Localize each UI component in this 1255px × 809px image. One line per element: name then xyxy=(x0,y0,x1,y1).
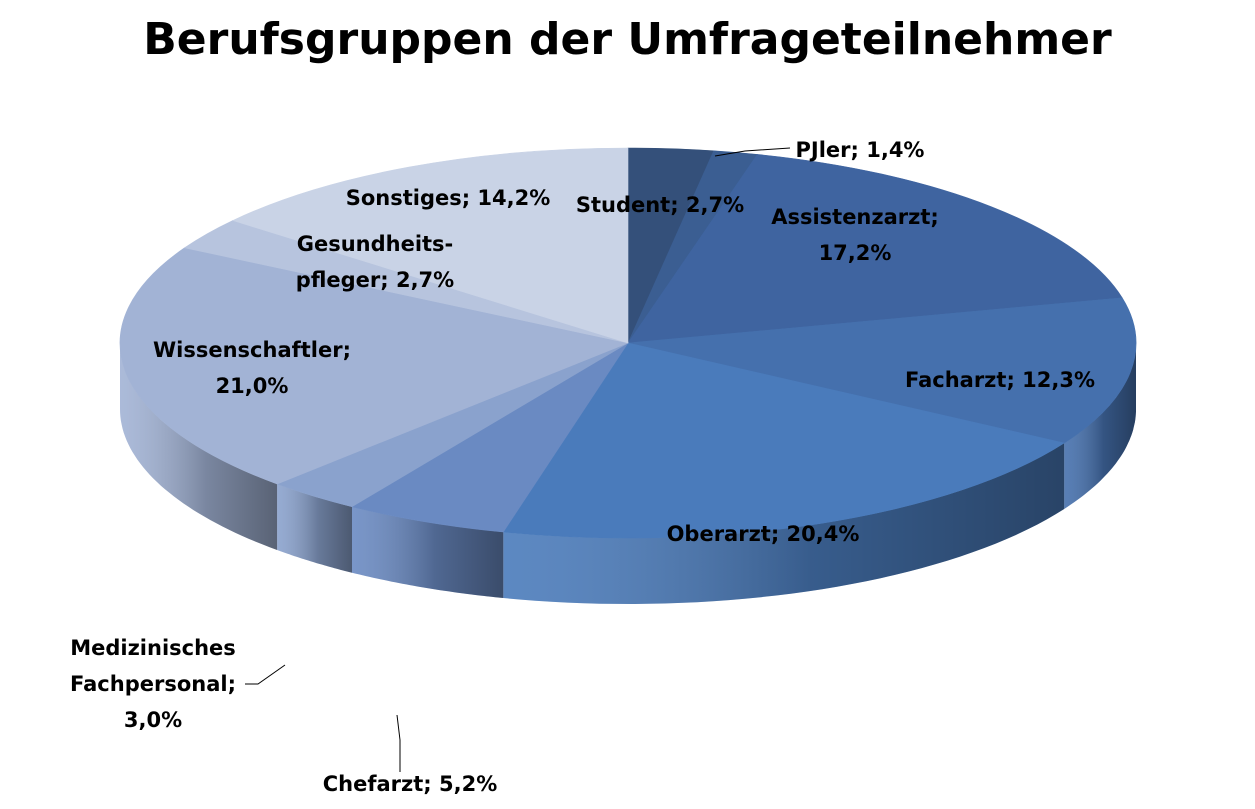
pie-slice-oberarzt xyxy=(502,342,1065,539)
slice-label-oberarzt: Oberarzt; 20,4% xyxy=(667,522,860,546)
slice-label-line: PJler; 1,4% xyxy=(796,138,925,162)
slice-label-gesundheitspfleger: Gesundheits-pfleger; 2,7% xyxy=(296,232,454,292)
pie-side-shade xyxy=(1064,343,1136,509)
pie-slice-facharzt xyxy=(627,297,1137,444)
leader-line xyxy=(245,664,286,685)
slice-label-line: 21,0% xyxy=(216,374,289,398)
slice-label-wissenschaftler: Wissenschaftler; 21,0% xyxy=(153,338,351,398)
pie-side-shade xyxy=(503,443,1065,604)
slice-labels: Student; 2,7% PJler; 1,4% Assistenzarzt; 17… xyxy=(70,138,1095,796)
slice-label-line: Oberarzt; 20,4% xyxy=(667,522,860,546)
slice-label-line: Gesundheits- xyxy=(297,232,454,256)
pie-slice-wissenschaftler xyxy=(119,247,630,485)
slice-label-line: Fachpersonal; xyxy=(70,672,236,696)
slice-label-assistenzarzt: Assistenzarzt; 17,2% xyxy=(771,205,939,265)
slice-label-pjler: PJler; 1,4% xyxy=(796,138,925,162)
slice-label-chefarzt: Chefarzt; 5,2% xyxy=(323,772,497,796)
slice-label-line: Assistenzarzt; xyxy=(771,205,939,229)
leader-line xyxy=(714,147,791,157)
slice-label-line: Chefarzt; 5,2% xyxy=(323,772,497,796)
slice-label-line: Wissenschaftler; xyxy=(153,338,351,362)
slice-label-line: Student; 2,7% xyxy=(576,193,744,217)
slice-label-facharzt: Facharzt; 12,3% xyxy=(905,368,1095,392)
slice-label-line: 17,2% xyxy=(819,241,892,265)
slice-label-line: pfleger; 2,7% xyxy=(296,268,454,292)
slice-label-line: 3,0% xyxy=(124,708,182,732)
pie-slice-assistenzarzt xyxy=(627,154,1123,344)
leader-line xyxy=(396,714,401,772)
pie-side-shade xyxy=(120,343,278,550)
slice-label-student: Student; 2,7% xyxy=(576,193,744,217)
pie-tops xyxy=(119,147,1137,539)
slice-label-medizinisches-fachpersonal: Medizinisches Fachpersonal; 3,0% xyxy=(70,636,236,732)
slice-label-line: Facharzt; 12,3% xyxy=(905,368,1095,392)
pie-side-shade xyxy=(352,506,504,598)
pie-sides xyxy=(120,343,1136,604)
pie-slice-sonstiges xyxy=(231,147,629,344)
pie-slice-chefarzt xyxy=(351,342,629,533)
pie-side-shade xyxy=(277,484,352,573)
slice-label-line: Sonstiges; 14,2% xyxy=(346,186,551,210)
slice-label-line: Medizinisches xyxy=(70,636,236,660)
slice-label-sonstiges: Sonstiges; 14,2% xyxy=(346,186,551,210)
leader-lines xyxy=(245,147,791,772)
chart-title: Berufsgruppen der Umfrageteilnehmer xyxy=(143,14,1112,65)
